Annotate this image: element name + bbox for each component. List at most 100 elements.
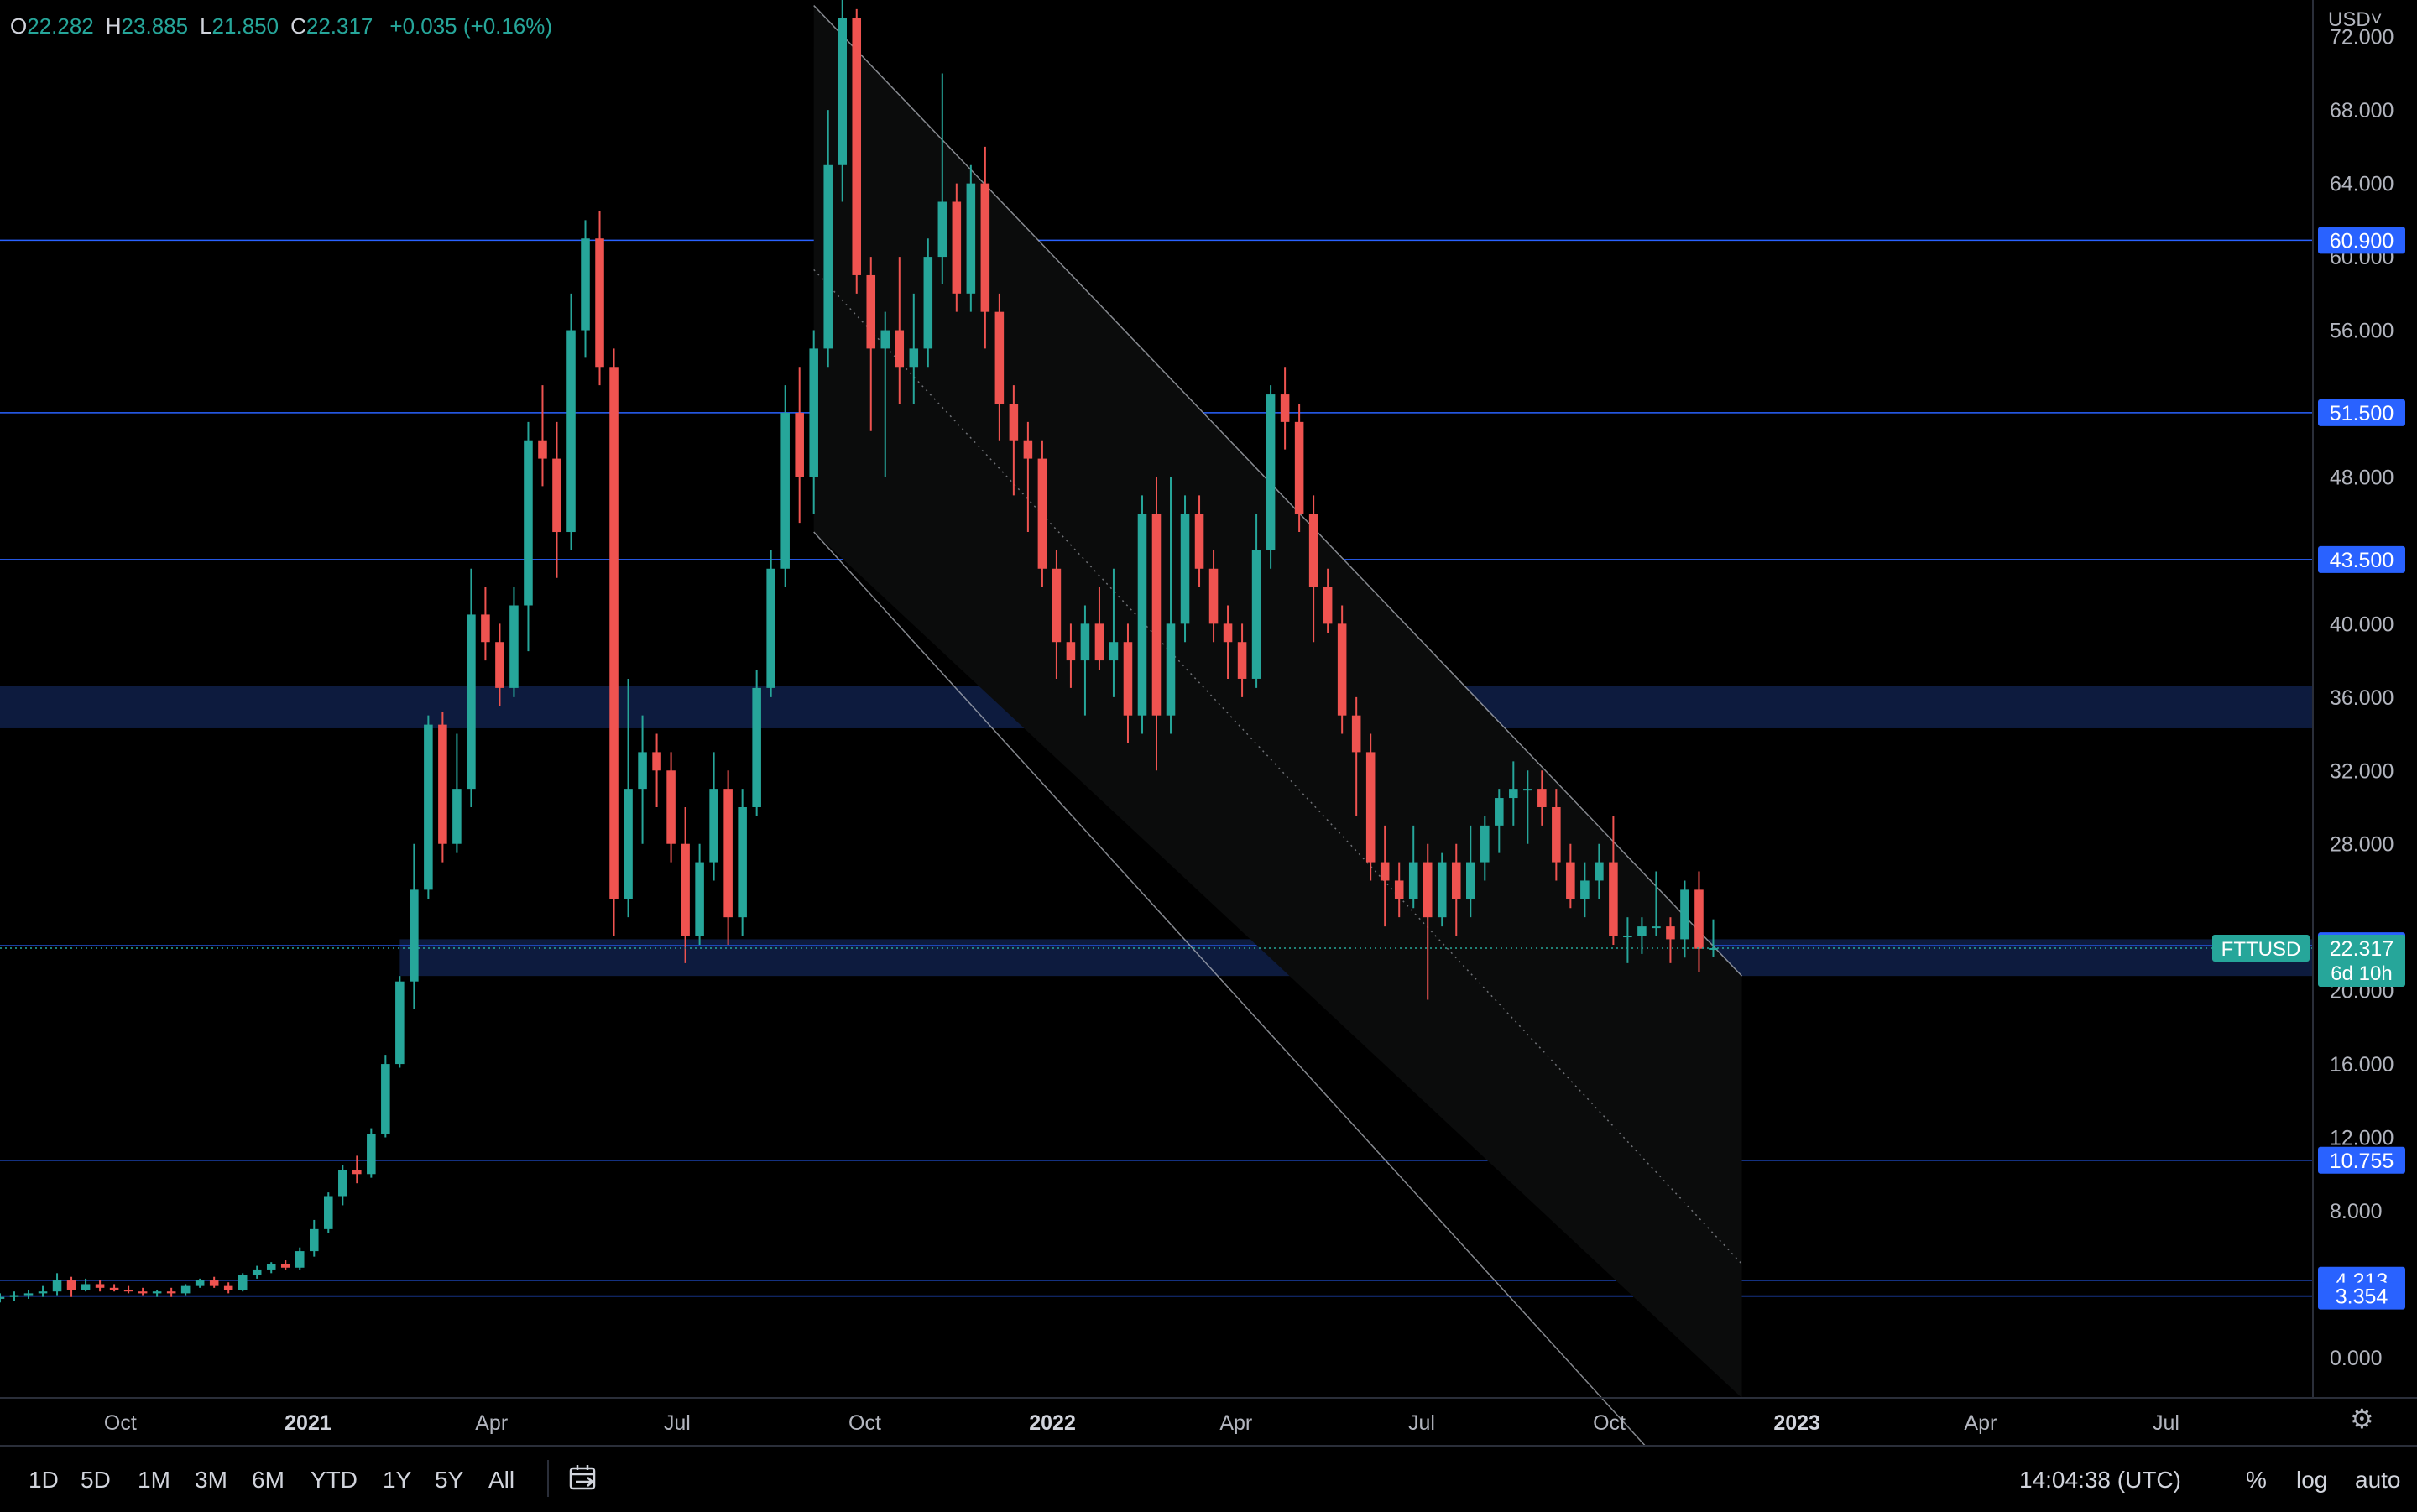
candle-body bbox=[652, 752, 661, 771]
level-label-bg bbox=[2318, 227, 2405, 254]
candle-body bbox=[495, 642, 504, 688]
time-axis[interactable]: Oct 2021 Apr Jul Oct 2022 Apr Jul Oct 2023 Apr Jul bbox=[104, 1411, 2179, 1435]
x-tick-label: Apr bbox=[475, 1411, 508, 1435]
toolbar-divider bbox=[547, 1460, 549, 1497]
range-button-5y[interactable]: 5Y bbox=[435, 1467, 464, 1493]
level-label-bg bbox=[2318, 1146, 2405, 1174]
candle-body bbox=[1365, 752, 1376, 863]
candle-body bbox=[766, 568, 775, 688]
candle-body bbox=[723, 789, 733, 918]
candle-body bbox=[395, 981, 405, 1065]
candle-body bbox=[1465, 862, 1475, 899]
x-tick-label: Apr bbox=[1964, 1411, 1997, 1435]
y-tick-label: 72.000 bbox=[2330, 26, 2394, 50]
candle-body bbox=[1451, 862, 1461, 899]
candle-body bbox=[1023, 440, 1033, 459]
candle-body bbox=[1237, 642, 1247, 679]
y-tick-label: 28.000 bbox=[2330, 833, 2394, 857]
range-button-6m[interactable]: 6M bbox=[252, 1467, 285, 1493]
candle-body bbox=[295, 1251, 305, 1268]
price-axis-labels: 60.90051.50043.50022.45010.7554.2133.354… bbox=[2212, 227, 2405, 1310]
range-button-ytd[interactable]: YTD bbox=[311, 1467, 358, 1493]
bar-countdown-label: 6d 10h bbox=[2331, 962, 2392, 985]
candle-body bbox=[1523, 789, 1532, 791]
x-tick-label: Jul bbox=[2153, 1411, 2179, 1435]
candle-body bbox=[180, 1285, 191, 1294]
candle-body bbox=[909, 348, 919, 368]
candle-body bbox=[1308, 514, 1318, 587]
candle-body bbox=[838, 18, 848, 165]
auto-toggle[interactable]: auto bbox=[2355, 1467, 2401, 1493]
candle-body bbox=[352, 1170, 362, 1175]
candle-body bbox=[624, 789, 633, 899]
descending-channel bbox=[813, 5, 1743, 1510]
level-label: 10.755 bbox=[2330, 1150, 2394, 1173]
candle-body bbox=[266, 1264, 276, 1270]
ohlc-values: O22.282 H23.885 L21.850 C22.317 bbox=[10, 13, 384, 39]
x-tick-label: 2022 bbox=[1029, 1411, 1076, 1435]
ohlc-key-c: C bbox=[290, 13, 306, 39]
candles bbox=[0, 0, 1718, 1303]
candle-body bbox=[367, 1134, 376, 1175]
candle-body bbox=[1251, 550, 1261, 679]
current-price-label-bg bbox=[2318, 934, 2405, 987]
candle-body bbox=[952, 201, 962, 294]
date-range-icon[interactable] bbox=[567, 1463, 601, 1494]
candle-body bbox=[524, 440, 533, 606]
range-button-all[interactable]: All bbox=[488, 1467, 515, 1493]
candle-body bbox=[895, 330, 905, 368]
x-tick-label: Oct bbox=[848, 1411, 881, 1435]
y-tick-label: 56.000 bbox=[2330, 320, 2394, 343]
currency-selector[interactable]: USD˅ bbox=[2328, 8, 2383, 31]
range-button-1y[interactable]: 1Y bbox=[383, 1467, 412, 1493]
candle-body bbox=[467, 614, 476, 790]
candle-body bbox=[195, 1280, 205, 1286]
candle-body bbox=[209, 1280, 219, 1286]
range-button-5d[interactable]: 5D bbox=[81, 1467, 111, 1493]
candle-body bbox=[452, 789, 462, 844]
candle-body bbox=[23, 1293, 34, 1296]
level-label-bg bbox=[2318, 1282, 2405, 1310]
candle-body bbox=[223, 1285, 233, 1290]
candle-body bbox=[38, 1291, 48, 1294]
current-price-label: 22.317 bbox=[2330, 937, 2394, 961]
channel-fill bbox=[813, 5, 1742, 1398]
candle-body bbox=[66, 1280, 76, 1290]
candle-body bbox=[937, 201, 947, 258]
utc-clock[interactable]: 14:04:38 (UTC) bbox=[2019, 1467, 2181, 1493]
candle-body bbox=[581, 238, 590, 331]
range-button-1d[interactable]: 1D bbox=[29, 1467, 59, 1493]
gear-icon[interactable]: ⚙ bbox=[2350, 1404, 2374, 1434]
candle-body bbox=[1595, 862, 1604, 881]
candle-body bbox=[795, 412, 804, 477]
candle-body bbox=[381, 1064, 390, 1134]
candle-body bbox=[1509, 789, 1518, 799]
bottom-toolbar: 1D 5D 1M 3M 6M YTD 1Y 5Y All 14:04:38 (U… bbox=[0, 1445, 2417, 1512]
level-label: 43.500 bbox=[2330, 549, 2394, 572]
x-tick-label: Jul bbox=[1408, 1411, 1435, 1435]
channel-upper-line bbox=[813, 5, 1743, 977]
candle-body bbox=[1495, 798, 1504, 826]
percent-toggle[interactable]: % bbox=[2246, 1467, 2267, 1493]
candle-body bbox=[1323, 587, 1333, 624]
candle-body bbox=[1037, 458, 1047, 569]
x-tick-label: Apr bbox=[1219, 1411, 1252, 1435]
candle-body bbox=[1652, 926, 1661, 929]
candle-body bbox=[410, 889, 419, 982]
candle-body bbox=[1137, 514, 1147, 716]
symbol-label: FTTUSD bbox=[2221, 938, 2301, 961]
candle-body bbox=[1666, 926, 1675, 940]
candle-body bbox=[980, 183, 990, 312]
range-button-3m[interactable]: 3M bbox=[195, 1467, 227, 1493]
horizontal-levels bbox=[0, 239, 2313, 1297]
range-button-1m[interactable]: 1M bbox=[138, 1467, 170, 1493]
candle-body bbox=[752, 687, 761, 807]
candle-body bbox=[695, 862, 704, 936]
candle-body bbox=[1266, 394, 1276, 550]
candle-body bbox=[1694, 889, 1704, 949]
candle-body bbox=[1294, 421, 1304, 514]
candle-body bbox=[438, 724, 447, 844]
log-toggle[interactable]: log bbox=[2296, 1467, 2328, 1493]
candle-body bbox=[123, 1290, 133, 1292]
